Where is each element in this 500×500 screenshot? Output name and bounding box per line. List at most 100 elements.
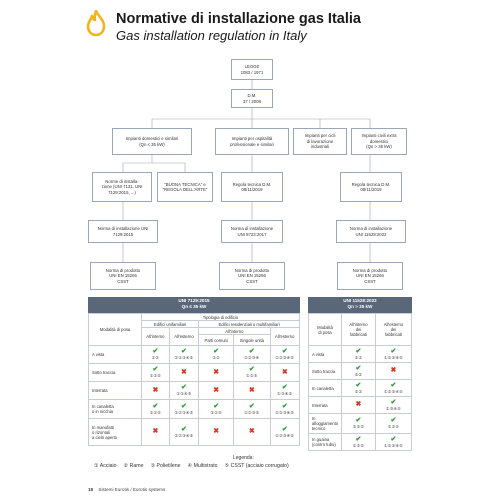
box-impianti-cicli: Impianti per cicli di lavorazione indust… bbox=[293, 128, 347, 155]
material-icons: ①②⑤ bbox=[149, 409, 162, 415]
table-cell: ✔ ①②⑤ bbox=[198, 399, 235, 419]
check-icon: ✔ bbox=[390, 417, 397, 424]
table-cell: ✔ ①②⑤ bbox=[341, 413, 376, 434]
row-label: Interrata bbox=[88, 381, 142, 400]
header-unifam-interno: All'interno bbox=[141, 327, 170, 346]
header-unifamiliari: Edifici unifamiliari bbox=[140, 320, 200, 328]
legend-item: ① Acciaio bbox=[94, 463, 117, 469]
table-cell: ✖ bbox=[168, 363, 200, 382]
row-label: Interrata bbox=[308, 396, 342, 414]
table-cell: ✔ ①②③④⑤ bbox=[374, 345, 413, 363]
page-subtitle: Gas installation regulation in Italy bbox=[116, 28, 307, 43]
material-icons: ①②⑤ bbox=[210, 409, 222, 415]
material-icons: ①③④⑤ bbox=[176, 391, 192, 396]
table-cell: ✖ bbox=[269, 363, 301, 382]
box-buona-tecnica: "BUONA TECNICA" e "REGOLA DELL'ARTE" bbox=[157, 172, 213, 202]
cross-icon: ✖ bbox=[213, 386, 220, 394]
row-label: Sotto traccia bbox=[88, 363, 142, 382]
cross-icon: ✖ bbox=[152, 428, 159, 435]
check-icon: ✔ bbox=[390, 381, 397, 389]
material-icons: ①②⑤ bbox=[246, 373, 258, 378]
row-label: A vista bbox=[308, 345, 342, 363]
table-cell: ✔ ①③④⑤ bbox=[168, 381, 200, 400]
flame-icon bbox=[86, 10, 106, 36]
header-unifam-esterno: All'esterno bbox=[168, 327, 200, 346]
box-prodotto-2: Norma di prodotto UNI EN 15266 CSST bbox=[219, 262, 285, 290]
table-cell: ✖ bbox=[233, 418, 271, 446]
table-row: Sotto traccia ✔ ①②⑤ ✖ ✖ ✔ ①②⑤ ✖ bbox=[88, 363, 301, 382]
header-modalita: Modalità di posa bbox=[88, 313, 142, 346]
row-label: In canaletta o in nicchia bbox=[88, 399, 142, 419]
cross-icon: ✖ bbox=[213, 428, 220, 435]
table-cell: ✔ ①②③④⑤ bbox=[374, 433, 413, 451]
table-cell: ✔ ①②⑤ bbox=[233, 363, 271, 382]
table-cell: ✔ ①②③④ bbox=[233, 345, 271, 364]
header-tipologia: Tipologia di edificio bbox=[141, 313, 300, 321]
table-cell: ✖ bbox=[198, 418, 235, 446]
footer: 18 Sistemi Eurotis / Eurotis systems bbox=[88, 487, 165, 492]
cross-icon: ✖ bbox=[213, 368, 220, 376]
material-icons: ①② bbox=[354, 371, 363, 377]
check-icon: ✔ bbox=[248, 348, 255, 355]
box-regola-tecnica-2: Regola tecnica D.M. 08/11/2019 bbox=[340, 172, 402, 202]
check-icon: ✔ bbox=[213, 402, 220, 410]
material-icons: ①②③④⑤ bbox=[275, 432, 295, 438]
box-impianti-domestici: Impianti domestici e similari (Qn ≤ 35 k… bbox=[112, 128, 192, 155]
cross-icon: ✖ bbox=[248, 428, 255, 435]
check-icon: ✔ bbox=[248, 402, 255, 410]
box-norme-installazione: Norme di installa- zione (UNI 7131, UNI … bbox=[92, 172, 152, 202]
table-cell: ✖ bbox=[141, 381, 170, 400]
check-icon: ✔ bbox=[181, 425, 187, 433]
check-icon: ✔ bbox=[248, 366, 255, 373]
table-row: Interrata ✖ ✔ ①③④⑤ ✖ ✖ ✔ ①③④⑤ bbox=[88, 381, 301, 400]
material-icons: ①③④⑤ bbox=[277, 391, 293, 396]
table-cell: ✖ bbox=[341, 396, 376, 414]
table-cell: ✔ ①②⑤ bbox=[341, 433, 376, 451]
table-cell: ✔ ①② bbox=[341, 345, 376, 363]
table-left-banner: UNI 7129:2015 Qn ≤ 35 kW bbox=[88, 297, 300, 313]
header-singole-unita: Singole unità bbox=[233, 334, 271, 346]
material-icons: ①② bbox=[151, 355, 160, 360]
box-norma-uni11528: Norma di installazione UNI 11528:2022 bbox=[336, 220, 406, 243]
check-icon: ✔ bbox=[181, 384, 187, 391]
legend-item: ② Rame bbox=[123, 463, 144, 469]
check-icon: ✔ bbox=[181, 402, 187, 410]
table-right-banner: UNI 11528:2022 Qn > 35 kW bbox=[308, 297, 412, 313]
material-icons: ①② bbox=[212, 355, 220, 360]
cross-icon: ✖ bbox=[390, 367, 397, 374]
cross-icon: ✖ bbox=[181, 368, 187, 376]
cross-icon: ✖ bbox=[355, 401, 362, 408]
cross-icon: ✖ bbox=[281, 368, 288, 376]
table-cell: ✔ ①③④⑤ bbox=[269, 381, 301, 400]
legend-item: ⑤ CSST (acciaio corrugato) bbox=[224, 463, 289, 469]
table-cell: ✔ ①②③④⑤ bbox=[269, 399, 301, 419]
table-row: A vista ✔ ①② ✔ ①②③④⑤ bbox=[308, 345, 413, 363]
table-cell: ✖ bbox=[198, 363, 235, 382]
material-icons: ①② bbox=[354, 354, 363, 360]
check-icon: ✔ bbox=[355, 381, 362, 389]
header-residenziali: Edifici residenziali o multifamiliari bbox=[198, 320, 300, 328]
check-icon: ✔ bbox=[213, 348, 220, 355]
check-icon: ✔ bbox=[152, 402, 159, 410]
table-cell: ✖ bbox=[233, 381, 271, 400]
box-regola-tecnica-1: Regola tecnica D.M. 08/11/2019 bbox=[221, 172, 283, 202]
table-cell: ✔ ①②⑤ bbox=[141, 399, 170, 419]
material-icons: ①②③④⑤ bbox=[275, 409, 295, 415]
table-row: Sotto traccia ✔ ①② ✖ bbox=[308, 362, 413, 380]
legend: ① Acciaio ② Rame ③ Polietilene ④ Multistrat… bbox=[94, 463, 289, 469]
check-icon: ✔ bbox=[355, 435, 362, 443]
page-title: Normative di installazione gas Italia bbox=[116, 11, 361, 27]
check-icon: ✔ bbox=[355, 417, 362, 424]
table-cell: ✔ ①②⑤ bbox=[141, 363, 170, 382]
table-cell: ✔ ①② bbox=[198, 345, 235, 364]
header-res-esterno: All'esterno bbox=[269, 327, 301, 346]
check-icon: ✔ bbox=[355, 364, 362, 372]
check-icon: ✔ bbox=[281, 402, 288, 410]
check-icon: ✔ bbox=[390, 435, 397, 443]
row-label: In guaina (contro tubo) bbox=[308, 433, 342, 451]
box-impianti-ospitalita: Impianti per ospitalità professionale e … bbox=[215, 128, 289, 155]
material-icons: ①②③④⑤ bbox=[174, 432, 194, 438]
legend-title: Legenda: bbox=[233, 455, 254, 461]
table-cell: ✖ bbox=[141, 418, 170, 446]
